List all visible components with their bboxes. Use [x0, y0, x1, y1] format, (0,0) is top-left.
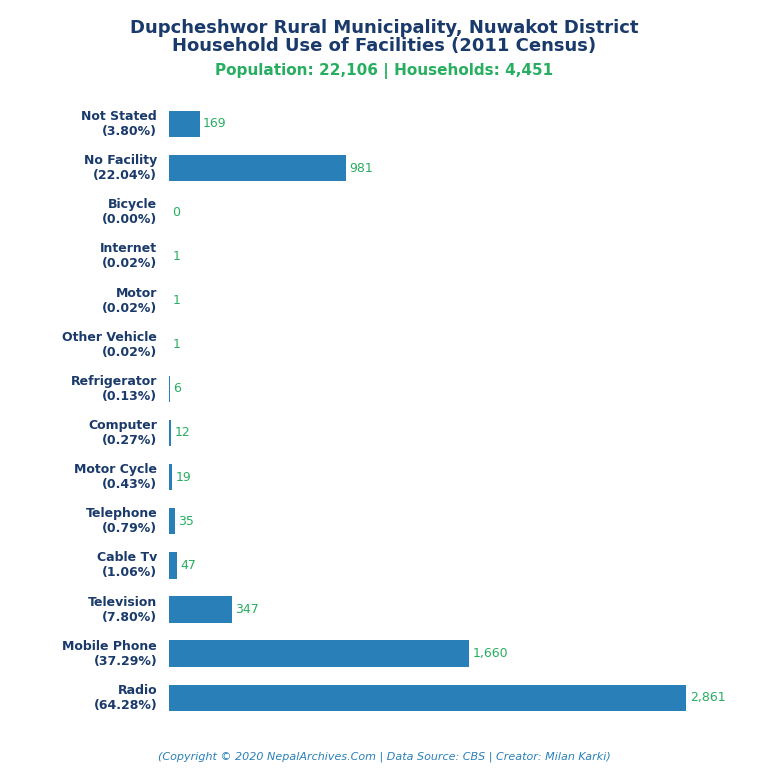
Text: 1,660: 1,660	[472, 647, 508, 660]
Text: 2,861: 2,861	[690, 691, 725, 704]
Text: 35: 35	[178, 515, 194, 528]
Text: 47: 47	[180, 559, 197, 572]
Text: (Copyright © 2020 NepalArchives.Com | Data Source: CBS | Creator: Milan Karki): (Copyright © 2020 NepalArchives.Com | Da…	[157, 751, 611, 762]
Text: Dupcheshwor Rural Municipality, Nuwakot District: Dupcheshwor Rural Municipality, Nuwakot …	[130, 19, 638, 37]
Text: 1: 1	[172, 294, 180, 307]
Text: 981: 981	[349, 161, 373, 174]
Text: Population: 22,106 | Households: 4,451: Population: 22,106 | Households: 4,451	[215, 63, 553, 79]
Text: 12: 12	[174, 426, 190, 439]
Text: 1: 1	[172, 338, 180, 351]
Text: 19: 19	[176, 471, 191, 484]
Text: 0: 0	[172, 206, 180, 219]
Text: Household Use of Facilities (2011 Census): Household Use of Facilities (2011 Census…	[172, 37, 596, 55]
Bar	[169, 155, 346, 181]
Bar	[169, 111, 200, 137]
Text: 347: 347	[235, 603, 259, 616]
Bar	[169, 596, 232, 623]
Bar	[169, 508, 175, 535]
Bar	[169, 552, 177, 578]
Bar	[169, 464, 172, 490]
Text: 6: 6	[174, 382, 181, 396]
Bar	[169, 684, 687, 711]
Text: 169: 169	[203, 118, 227, 131]
Bar	[169, 641, 469, 667]
Bar	[169, 376, 170, 402]
Bar	[169, 419, 171, 446]
Text: 1: 1	[172, 250, 180, 263]
